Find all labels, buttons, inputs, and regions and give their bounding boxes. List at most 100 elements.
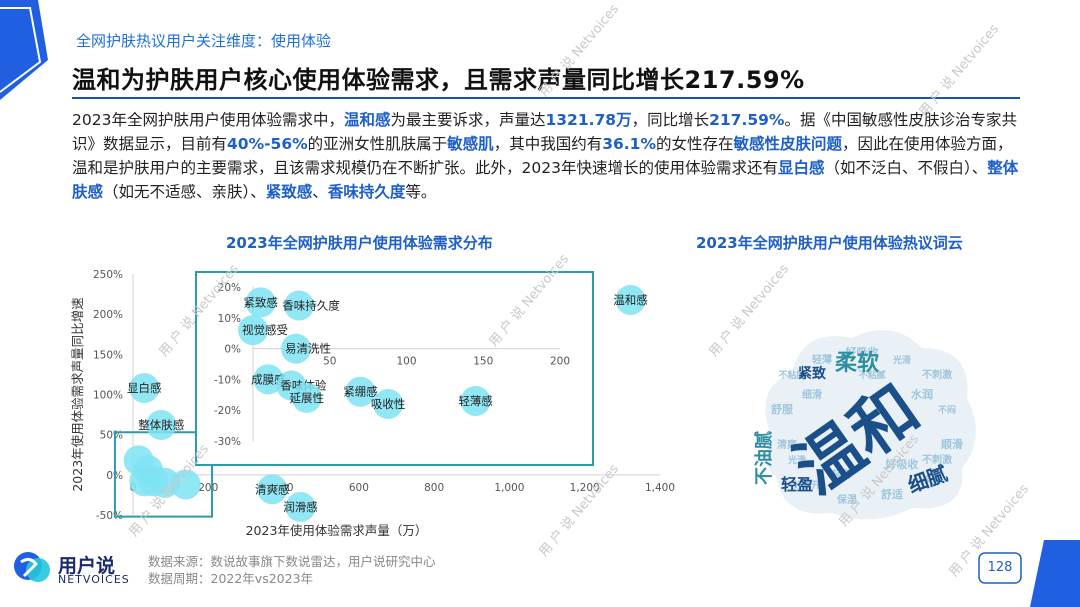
highlight-text: 40%-56% <box>227 135 308 153</box>
title-divider <box>72 97 1020 99</box>
highlight-text: 1321.78万 <box>545 111 632 129</box>
body-text: 。据《中国敏感性皮肤诊治专家共识》数据显示，目前有 <box>72 111 1017 153</box>
x-tick-label: 1,200 <box>570 482 600 494</box>
source-line: 数据来源：数说故事旗下数说雷达，用户说研究中心 <box>148 554 436 569</box>
inset-data-point-label: 视觉感受 <box>242 323 288 337</box>
summary-paragraph: 2023年全网护肤用户使用体验需求中，温和感为最主要诉求，声量达1321.78万… <box>72 108 1020 204</box>
inset-y-tick-label: -10% <box>214 374 241 386</box>
word-cloud-term: 不闷 <box>938 404 956 416</box>
highlight-text: 整体肤感 <box>72 159 1019 201</box>
word-cloud-term: 顺滑 <box>941 437 963 451</box>
page-title: 温和为护肤用户核心使用体验需求，且需求声量同比增长217.59% <box>72 66 805 94</box>
y-tick-label: 100% <box>93 390 123 402</box>
body-text: 等。 <box>405 183 437 201</box>
word-cloud-term: 好吸收 <box>845 345 879 359</box>
y-tick-label: -50% <box>96 510 123 522</box>
highlight-text: 紧致感 <box>265 183 313 201</box>
data-point <box>170 469 201 500</box>
highlight-text: 敏感肌 <box>447 135 494 153</box>
scatter-chart-title: 2023年全网护肤用户使用体验需求分布 <box>226 234 493 252</box>
inset-data-point <box>238 315 268 346</box>
word-cloud-shape <box>765 330 976 520</box>
wordcloud-title: 2023年全网护肤用户使用体验热议词云 <box>696 234 963 252</box>
body-text: （如不泛白、不假白）、 <box>824 159 988 177</box>
body-text: 为最主要诉求，声量达 <box>390 111 546 129</box>
inset-y-tick-label: -30% <box>214 436 241 448</box>
data-source-note: 数据来源：数说故事旗下数说雷达，用户说研究中心 数据周期：2022年vs2023… <box>148 553 436 587</box>
inset-data-point <box>291 382 322 413</box>
inset-data-point <box>373 389 404 420</box>
body-text: ，其中我国约有 <box>493 135 603 153</box>
y-tick-label: 200% <box>93 309 123 321</box>
x-tick-label: 200 <box>198 482 218 494</box>
inset-data-point <box>245 287 276 318</box>
y-axis-title: 2023年使用体验需求声量同比增速 <box>70 297 85 492</box>
inset-y-tick-label: -20% <box>214 405 241 417</box>
highlight-text: 显白感 <box>777 159 825 177</box>
data-point-label: 清爽感 <box>255 482 290 496</box>
word-cloud-term: 光滑 <box>892 354 911 366</box>
watermark: 用 户 说 Netvoices <box>916 21 1003 120</box>
x-tick-label: 1,400 <box>645 482 675 494</box>
data-point-label: 润滑感 <box>283 500 318 514</box>
inset-data-point-label: 紧致感 <box>243 295 277 309</box>
word-cloud-term: 柔软 <box>835 350 879 376</box>
inset-y-tick-label: 10% <box>218 313 241 325</box>
body-text: ，因此在使用体验方面，温和是护肤用户的主要需求，且该需求规模仍在不断扩张。此外，… <box>72 135 1013 177</box>
word-cloud-term: 轻薄 <box>832 468 852 481</box>
x-tick-label: 1,000 <box>494 482 524 494</box>
word-cloud-term: 不油腻 <box>753 431 775 485</box>
x-axis-title: 2023年使用体验需求声量（万） <box>246 523 428 538</box>
word-cloud-term: 舒适 <box>881 487 903 501</box>
inset-data-point <box>280 333 311 364</box>
body-text: 2023年全网护肤用户使用体验需求中， <box>72 111 344 129</box>
word-cloud-term: 紧致 <box>798 365 827 382</box>
inset-y-tick-label: 0% <box>224 344 241 356</box>
body-text: （如无不适感、亲肤）、 <box>103 183 266 201</box>
logo-subtext: NETVOICES <box>58 573 130 586</box>
x-tick-label: 800 <box>424 482 444 494</box>
page-subtitle: 全网护肤热议用户关注维度：使用体验 <box>76 32 332 50</box>
inset-data-point-label: 香味持久度 <box>282 298 340 312</box>
word-cloud-term: 舒服 <box>771 402 794 416</box>
highlight-text: 敏感性皮肤问题 <box>733 135 843 153</box>
y-tick-label: 150% <box>93 349 123 361</box>
corner-decoration-top-left <box>0 0 48 100</box>
word-cloud-term: 不刺激 <box>922 453 952 466</box>
word-cloud-term: 水润 <box>911 387 933 401</box>
data-point <box>146 410 177 441</box>
word-cloud-term: 细滑 <box>802 388 822 401</box>
data-point <box>615 285 646 316</box>
inset-x-tick-label: 150 <box>473 356 493 368</box>
word-cloud-term: 不粘腻 <box>858 369 885 381</box>
scatter-chart: -50%0%50%100%150%200%250%02004006008001,… <box>70 269 675 538</box>
data-point-label: 显白感 <box>127 381 161 395</box>
inset-x-tick-label: 100 <box>396 356 416 368</box>
inset-y-tick-label: 20% <box>218 282 241 294</box>
word-cloud-term: 光滑 <box>787 454 806 466</box>
inset-data-point <box>460 385 491 416</box>
page-number-badge: 128 <box>978 552 1022 584</box>
y-tick-label: 250% <box>93 269 123 281</box>
word-cloud-term: 清爽 <box>777 438 797 451</box>
inset-data-point <box>284 290 315 321</box>
inset-data-point-label: 延展性 <box>289 391 324 405</box>
x-tick-label: 600 <box>349 482 369 494</box>
inset-data-point <box>345 376 376 407</box>
highlight-text: 217.59% <box>709 111 785 129</box>
inset-data-point-label: 紧绷感 <box>343 385 378 399</box>
word-cloud-term: 不粘腻 <box>778 369 805 381</box>
inset-data-point-label: 易清洗性 <box>285 342 331 356</box>
highlight-text: 香味持久度 <box>327 183 406 201</box>
word-cloud-term: 保湿 <box>836 493 857 506</box>
word-cloud-term: 轻盈 <box>781 475 813 494</box>
data-point <box>257 474 288 505</box>
body-text: 的女性存在 <box>655 135 734 153</box>
corner-decoration-bottom-right <box>1030 540 1080 607</box>
inset-data-point-label: 吸收性 <box>371 397 406 411</box>
logo-text: 用户说 <box>58 555 116 577</box>
inset-data-point-label: 轻薄感 <box>458 394 493 408</box>
highlight-text: 36.1% <box>602 135 656 153</box>
word-cloud-term: 不刺激 <box>922 368 952 381</box>
